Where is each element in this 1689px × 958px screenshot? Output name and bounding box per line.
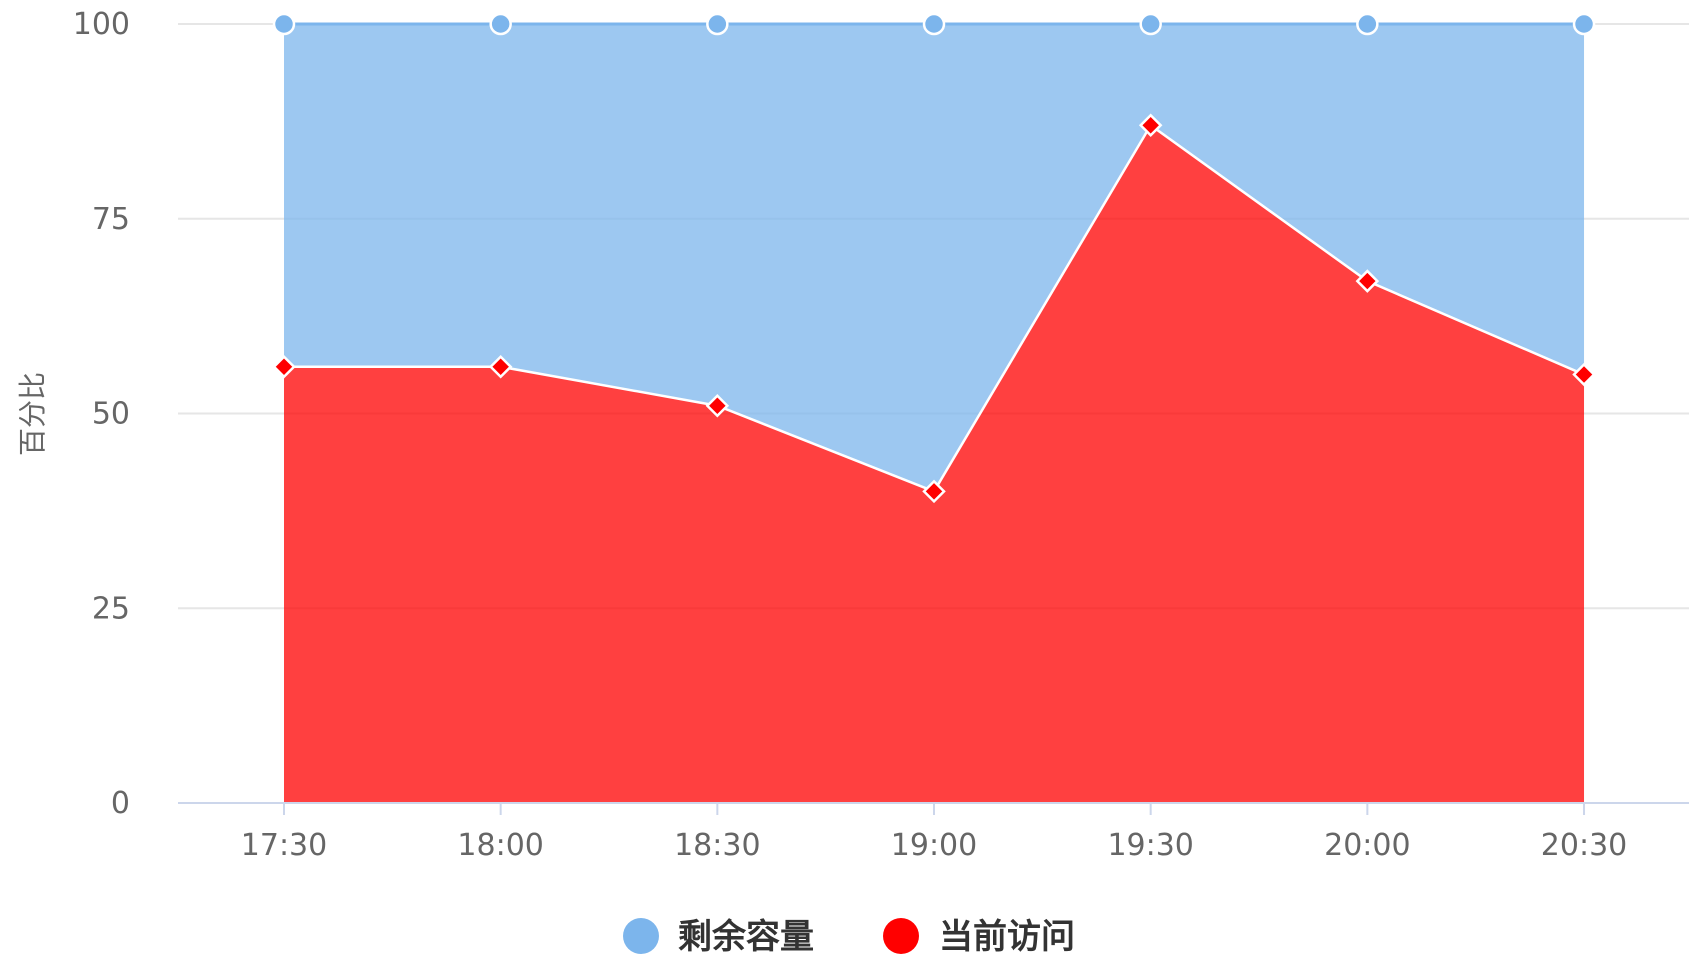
- point-current-access[interactable]: [1572, 362, 1596, 387]
- legend-symbol: [883, 918, 919, 954]
- legend-label: 当前访问: [939, 917, 1075, 957]
- area-current-access: [284, 125, 1585, 803]
- point-remaining-capacity[interactable]: [272, 12, 296, 36]
- y-tick-label: 50: [92, 397, 130, 432]
- point-remaining-capacity[interactable]: [489, 12, 512, 36]
- legend-item-remaining-capacity[interactable]: 剩余容量: [623, 917, 814, 957]
- x-tick-label: 18:00: [457, 828, 543, 863]
- x-tick-label: 17:30: [241, 828, 327, 863]
- x-tick-label: 20:00: [1324, 828, 1410, 863]
- y-tick-label: 25: [92, 591, 130, 626]
- tick-labels: 0 25 50 75 100 百分比 17:30 18:00 18:30 19:00 19:30 20…: [16, 7, 1627, 863]
- point-remaining-capacity[interactable]: [706, 12, 729, 36]
- point-remaining-capacity[interactable]: [1356, 12, 1379, 36]
- area-remaining-capacity: [284, 24, 1585, 492]
- y-tick-label: 0: [111, 786, 130, 821]
- y-tick-label: 75: [92, 202, 130, 237]
- point-current-access[interactable]: [1355, 269, 1380, 293]
- point-current-access[interactable]: [922, 479, 946, 504]
- point-remaining-capacity[interactable]: [922, 12, 946, 36]
- point-current-access[interactable]: [488, 354, 513, 379]
- x-tick-label: 18:30: [674, 828, 760, 863]
- x-tick-label: 19:30: [1107, 828, 1193, 863]
- x-tick-label: 19:00: [891, 828, 977, 863]
- y-axis-title: 百分比: [16, 372, 49, 456]
- x-tick-label: 20:30: [1541, 828, 1627, 863]
- point-current-access[interactable]: [272, 354, 296, 379]
- y-tick-label: 100: [73, 7, 130, 42]
- legend[interactable]: 剩余容量 当前访问: [623, 917, 1075, 957]
- series-markers[interactable]: [272, 12, 1596, 504]
- point-current-access[interactable]: [1138, 113, 1163, 138]
- series-areas: [284, 24, 1585, 803]
- legend-label: 剩余容量: [678, 917, 814, 957]
- legend-symbol: [623, 918, 659, 954]
- legend-item-current-access[interactable]: 当前访问: [883, 917, 1075, 957]
- point-remaining-capacity[interactable]: [1139, 12, 1162, 36]
- point-current-access[interactable]: [705, 393, 730, 418]
- axes: [178, 802, 1689, 815]
- point-remaining-capacity[interactable]: [1572, 12, 1596, 36]
